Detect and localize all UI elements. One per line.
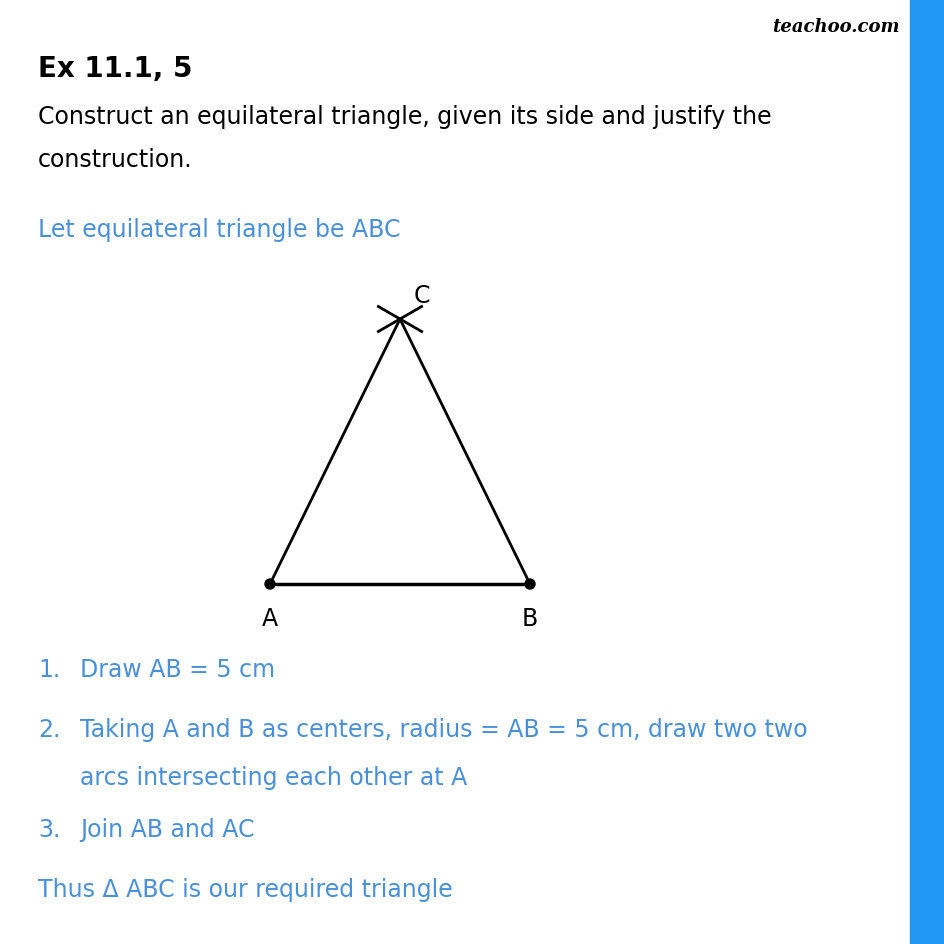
Text: Taking A and B as centers, radius = AB = 5 cm, draw two two: Taking A and B as centers, radius = AB =… (80, 717, 807, 741)
Text: teachoo.com: teachoo.com (771, 18, 899, 36)
Text: Join AB and AC: Join AB and AC (80, 818, 254, 841)
Circle shape (525, 580, 534, 589)
Text: C: C (413, 284, 430, 308)
Circle shape (264, 580, 275, 589)
Text: construction.: construction. (38, 148, 193, 172)
Bar (909, 0, 944, 944)
Text: 3.: 3. (38, 818, 60, 841)
Text: 1.: 1. (38, 657, 60, 682)
Text: A: A (261, 606, 278, 631)
Text: Construct an equilateral triangle, given its side and justify the: Construct an equilateral triangle, given… (38, 105, 771, 129)
Text: B: B (521, 606, 537, 631)
Text: Thus Δ ABC is our required triangle: Thus Δ ABC is our required triangle (38, 877, 452, 901)
Text: Draw AB = 5 cm: Draw AB = 5 cm (80, 657, 275, 682)
Text: 2.: 2. (38, 717, 60, 741)
Text: Ex 11.1, 5: Ex 11.1, 5 (38, 55, 193, 83)
Text: Let equilateral triangle be ABC: Let equilateral triangle be ABC (38, 218, 400, 242)
Text: arcs intersecting each other at A: arcs intersecting each other at A (80, 766, 466, 789)
